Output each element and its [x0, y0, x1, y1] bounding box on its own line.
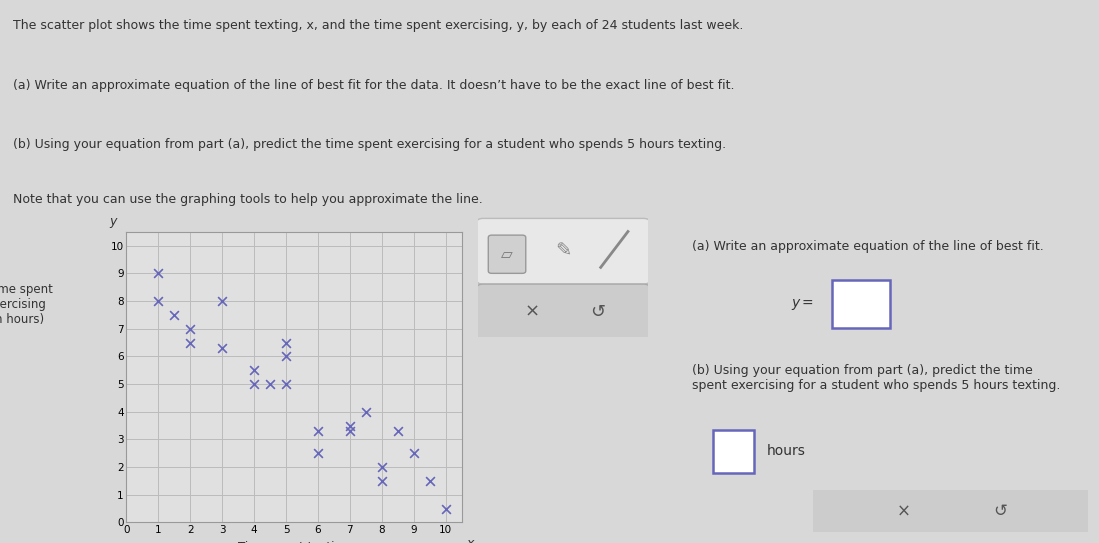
Point	[166, 311, 184, 319]
Point	[277, 338, 295, 347]
Text: ×: ×	[897, 502, 911, 520]
FancyBboxPatch shape	[488, 235, 525, 273]
Text: ↺: ↺	[590, 302, 604, 320]
Text: The scatter plot shows the time spent texting, x, and the time spent exercising,: The scatter plot shows the time spent te…	[13, 19, 744, 32]
Point	[262, 380, 279, 388]
Point	[149, 296, 167, 305]
Text: (b) Using your equation from part (a), predict the time spent exercising for a s: (b) Using your equation from part (a), p…	[13, 138, 726, 151]
Point	[309, 449, 326, 458]
Y-axis label: Time spent
exercising
(in hours): Time spent exercising (in hours)	[0, 283, 53, 326]
Text: (b) Using your equation from part (a), predict the time
spent exercising for a s: (b) Using your equation from part (a), p…	[692, 364, 1061, 392]
FancyBboxPatch shape	[833, 280, 890, 328]
Point	[277, 380, 295, 388]
Text: (a) Write an approximate equation of the line of best fit.: (a) Write an approximate equation of the…	[692, 241, 1044, 254]
Point	[149, 269, 167, 277]
FancyBboxPatch shape	[476, 284, 651, 339]
Point	[245, 366, 263, 375]
Point	[421, 477, 439, 485]
Point	[341, 427, 358, 435]
Point	[213, 296, 231, 305]
Text: ↺: ↺	[993, 502, 1007, 520]
FancyBboxPatch shape	[800, 488, 1099, 534]
Text: (a) Write an approximate equation of the line of best fit for the data. It doesn: (a) Write an approximate equation of the…	[13, 79, 735, 92]
Text: y =: y =	[791, 296, 817, 310]
Point	[245, 380, 263, 388]
FancyBboxPatch shape	[476, 218, 651, 284]
Point	[181, 324, 199, 333]
X-axis label: Time spent texting
(in hours): Time spent texting (in hours)	[238, 541, 349, 543]
Point	[357, 407, 375, 416]
Point	[389, 427, 407, 435]
Point	[341, 421, 358, 430]
Point	[277, 352, 295, 361]
FancyBboxPatch shape	[713, 430, 754, 472]
Bar	[120, 217, 468, 543]
Text: x: x	[467, 537, 474, 543]
Text: hours: hours	[767, 444, 806, 458]
Text: y: y	[109, 214, 116, 228]
Point	[404, 449, 422, 458]
Text: ×: ×	[525, 302, 540, 320]
Text: Note that you can use the graphing tools to help you approximate the line.: Note that you can use the graphing tools…	[13, 193, 482, 206]
Point	[373, 463, 390, 471]
Point	[436, 504, 454, 513]
Point	[373, 477, 390, 485]
Text: ▱: ▱	[501, 247, 513, 262]
Text: ✎: ✎	[555, 241, 571, 260]
Point	[181, 338, 199, 347]
Point	[213, 344, 231, 352]
Point	[309, 427, 326, 435]
